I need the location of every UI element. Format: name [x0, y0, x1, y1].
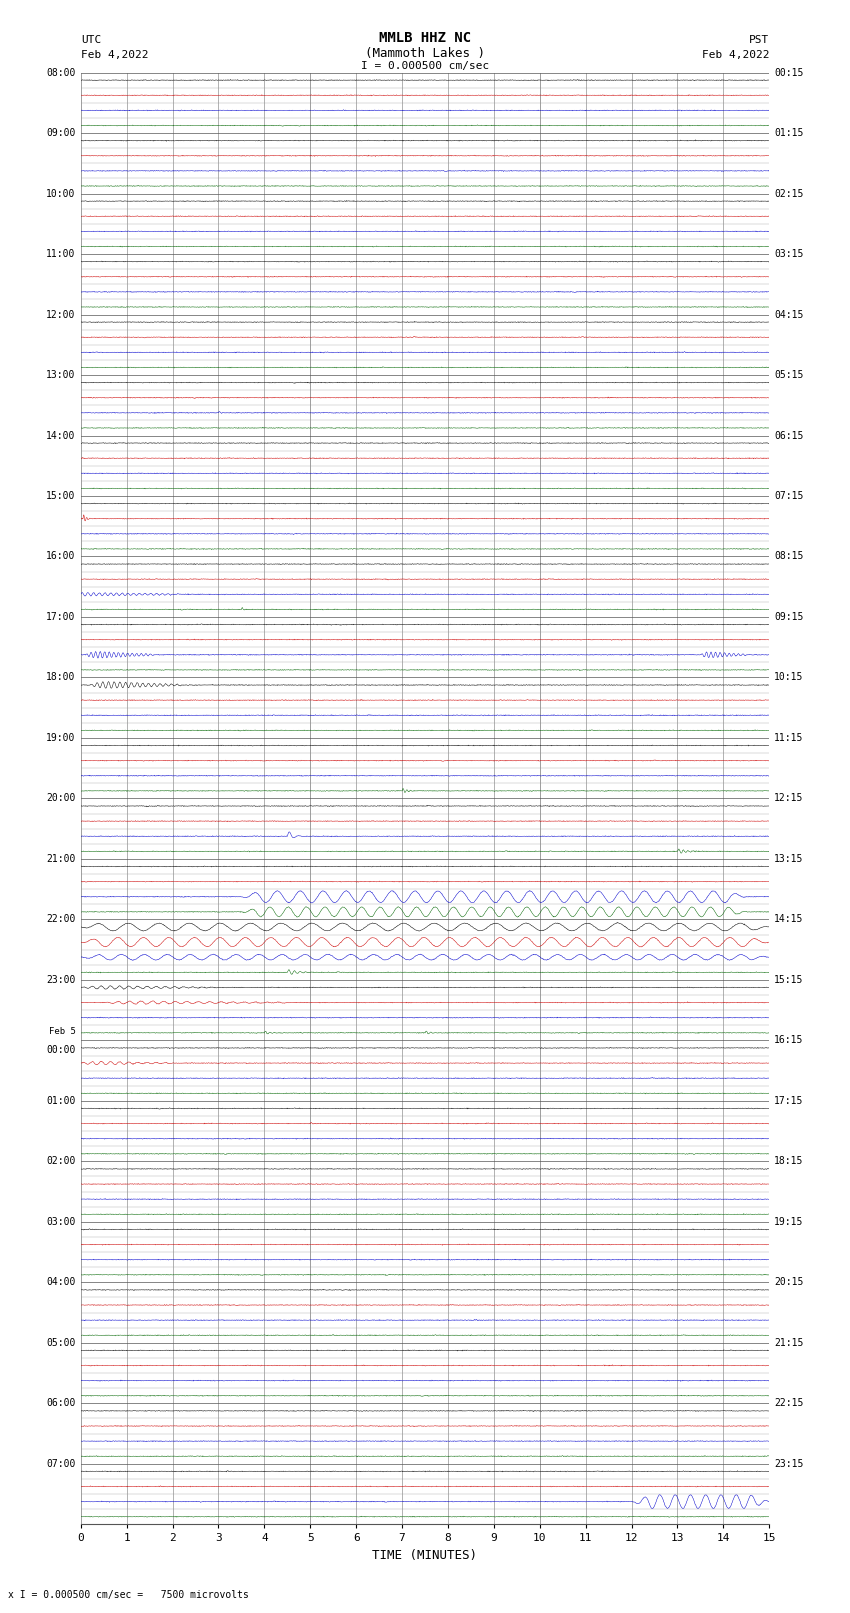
Text: 05:00: 05:00 — [46, 1337, 76, 1348]
Text: 18:15: 18:15 — [774, 1157, 804, 1166]
Text: 16:15: 16:15 — [774, 1036, 804, 1045]
Text: 19:15: 19:15 — [774, 1216, 804, 1227]
Text: UTC: UTC — [81, 35, 101, 45]
Text: 15:15: 15:15 — [774, 974, 804, 986]
Text: 01:00: 01:00 — [46, 1095, 76, 1107]
Text: 15:00: 15:00 — [46, 490, 76, 502]
Text: 11:00: 11:00 — [46, 248, 76, 260]
Text: 03:00: 03:00 — [46, 1216, 76, 1227]
Text: 10:00: 10:00 — [46, 189, 76, 198]
Text: 03:15: 03:15 — [774, 248, 804, 260]
Text: 22:00: 22:00 — [46, 915, 76, 924]
Text: 23:00: 23:00 — [46, 974, 76, 986]
Text: 00:15: 00:15 — [774, 68, 804, 77]
X-axis label: TIME (MINUTES): TIME (MINUTES) — [372, 1548, 478, 1561]
Text: 09:15: 09:15 — [774, 611, 804, 623]
Text: 09:00: 09:00 — [46, 127, 76, 139]
Text: 20:00: 20:00 — [46, 794, 76, 803]
Text: 08:00: 08:00 — [46, 68, 76, 77]
Text: 13:00: 13:00 — [46, 369, 76, 381]
Text: 02:15: 02:15 — [774, 189, 804, 198]
Text: 12:15: 12:15 — [774, 794, 804, 803]
Text: 07:15: 07:15 — [774, 490, 804, 502]
Text: 17:00: 17:00 — [46, 611, 76, 623]
Text: 02:00: 02:00 — [46, 1157, 76, 1166]
Text: 22:15: 22:15 — [774, 1398, 804, 1408]
Text: x I = 0.000500 cm/sec =   7500 microvolts: x I = 0.000500 cm/sec = 7500 microvolts — [8, 1590, 249, 1600]
Text: Feb 4,2022: Feb 4,2022 — [702, 50, 769, 60]
Text: 06:00: 06:00 — [46, 1398, 76, 1408]
Text: (Mammoth Lakes ): (Mammoth Lakes ) — [365, 47, 485, 60]
Text: 23:15: 23:15 — [774, 1458, 804, 1469]
Text: 20:15: 20:15 — [774, 1277, 804, 1287]
Text: 21:00: 21:00 — [46, 853, 76, 865]
Text: 11:15: 11:15 — [774, 732, 804, 744]
Text: 00:00: 00:00 — [46, 1045, 76, 1055]
Text: 14:15: 14:15 — [774, 915, 804, 924]
Text: 17:15: 17:15 — [774, 1095, 804, 1107]
Text: PST: PST — [749, 35, 769, 45]
Text: Feb 4,2022: Feb 4,2022 — [81, 50, 148, 60]
Text: 04:15: 04:15 — [774, 310, 804, 319]
Text: 12:00: 12:00 — [46, 310, 76, 319]
Text: Feb 5: Feb 5 — [48, 1026, 76, 1036]
Text: 18:00: 18:00 — [46, 673, 76, 682]
Text: 07:00: 07:00 — [46, 1458, 76, 1469]
Text: 06:15: 06:15 — [774, 431, 804, 440]
Text: 13:15: 13:15 — [774, 853, 804, 865]
Text: I = 0.000500 cm/sec: I = 0.000500 cm/sec — [361, 61, 489, 71]
Text: 16:00: 16:00 — [46, 552, 76, 561]
Text: 04:00: 04:00 — [46, 1277, 76, 1287]
Text: MMLB HHZ NC: MMLB HHZ NC — [379, 31, 471, 45]
Text: 10:15: 10:15 — [774, 673, 804, 682]
Text: 01:15: 01:15 — [774, 127, 804, 139]
Text: 08:15: 08:15 — [774, 552, 804, 561]
Text: 19:00: 19:00 — [46, 732, 76, 744]
Text: 21:15: 21:15 — [774, 1337, 804, 1348]
Text: 05:15: 05:15 — [774, 369, 804, 381]
Text: 14:00: 14:00 — [46, 431, 76, 440]
